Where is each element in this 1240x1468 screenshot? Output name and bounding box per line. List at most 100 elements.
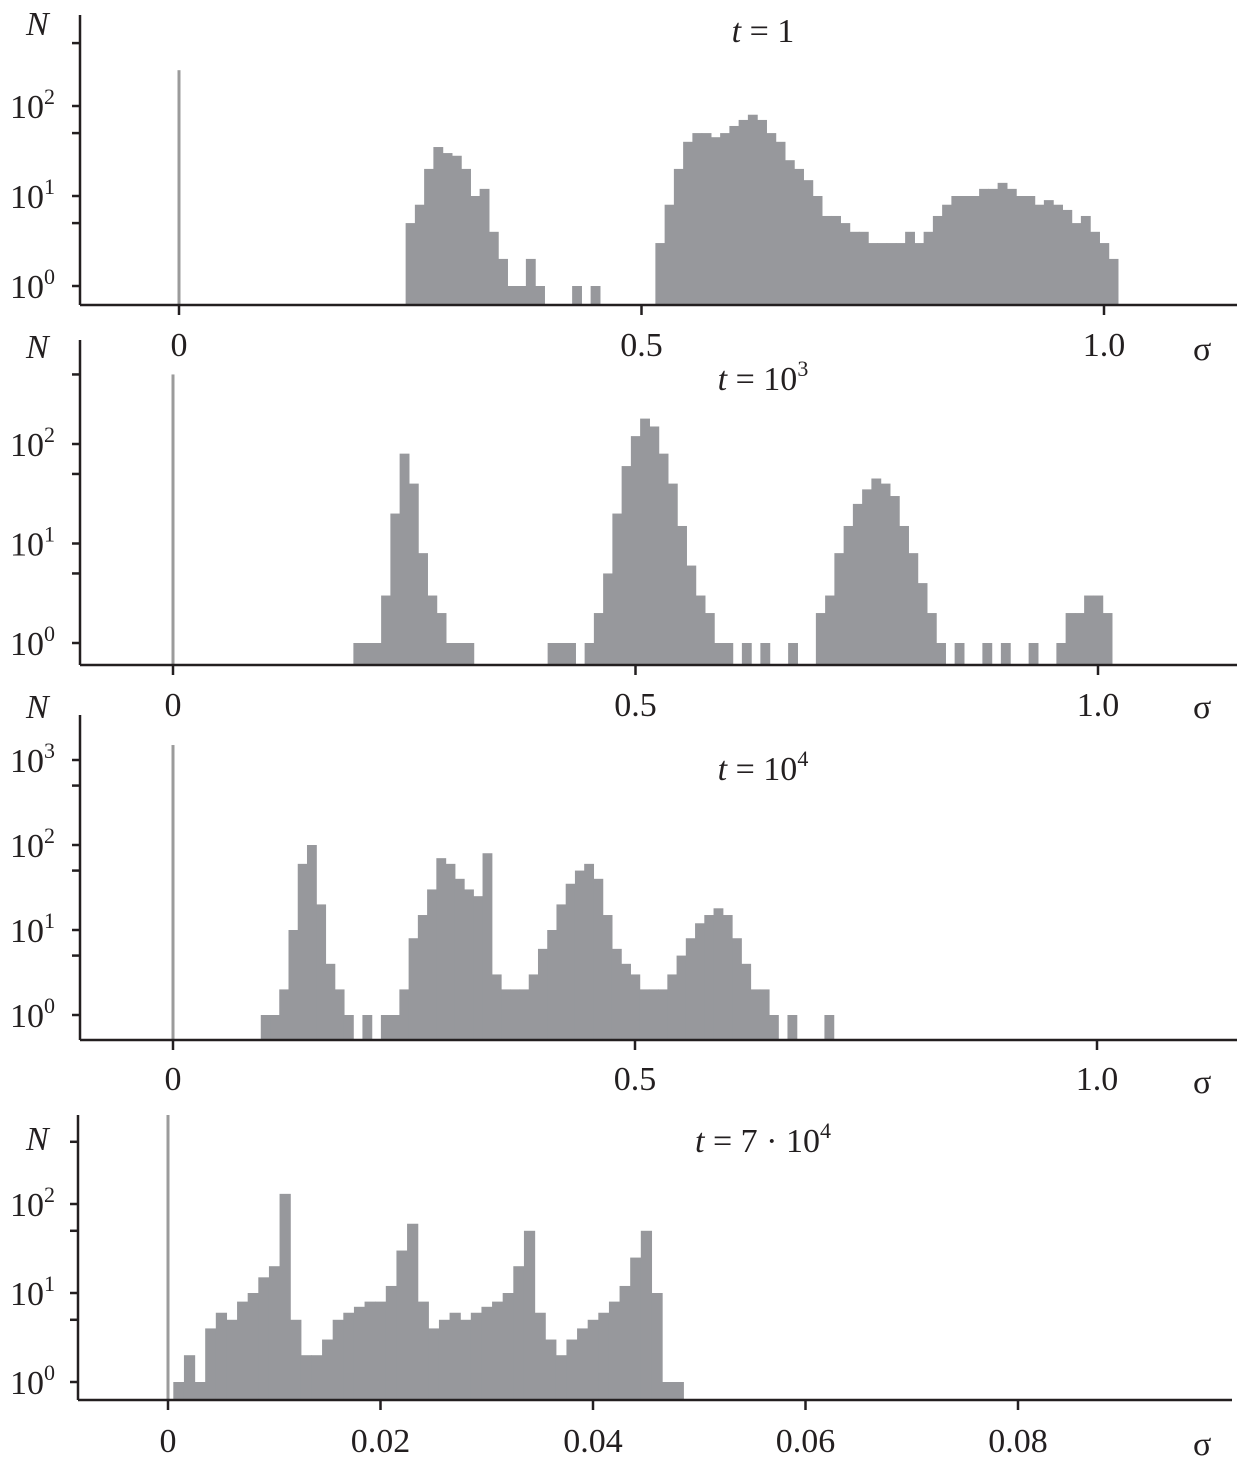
- text-part: t: [718, 751, 729, 788]
- histogram-bar: [741, 963, 752, 1040]
- histogram-bar: [722, 915, 733, 1040]
- histogram-bar: [905, 231, 915, 305]
- x-tick-label: 0.04: [563, 1423, 623, 1460]
- zero-spike-bar: [171, 745, 175, 1040]
- histogram-bar: [498, 258, 508, 305]
- histogram-bar: [784, 160, 795, 305]
- y-tick-label: 103: [10, 738, 55, 780]
- histogram-bar: [598, 1312, 610, 1400]
- histogram-bar: [862, 489, 872, 665]
- histogram-bar: [787, 1015, 798, 1040]
- text-part: 0.08: [988, 1423, 1048, 1460]
- histogram-bar: [566, 643, 576, 665]
- histogram-bar: [658, 989, 668, 1040]
- text-part: σ: [1193, 689, 1211, 726]
- histogram-bar: [932, 215, 943, 305]
- histogram-bar: [482, 853, 493, 1040]
- histogram-bar: [824, 1015, 835, 1040]
- histogram-bar: [343, 1312, 355, 1400]
- x-tick-label: 0.02: [351, 1423, 411, 1460]
- histogram-bar: [895, 243, 906, 305]
- histogram-bar: [572, 286, 582, 305]
- y-tick-label: 101: [10, 1271, 55, 1313]
- histogram-bar: [917, 583, 928, 665]
- histogram-bar: [619, 1285, 631, 1400]
- histogram-bar: [1108, 258, 1119, 305]
- y-tick-label: 102: [10, 823, 55, 865]
- panel-title: t = 7 · 104: [695, 1118, 831, 1160]
- y-tick-label: 100: [10, 264, 55, 306]
- text-part: 10: [10, 527, 44, 564]
- y-tick-label: 102: [10, 1182, 55, 1224]
- histogram-bar: [461, 168, 471, 305]
- histogram-bar: [672, 1382, 684, 1400]
- text-part: 1: [44, 174, 55, 199]
- histogram-bar: [247, 1293, 259, 1400]
- histogram-bar: [880, 483, 891, 665]
- histogram-bar: [649, 426, 660, 665]
- histogram-bar: [766, 133, 777, 305]
- histogram-bar: [673, 168, 684, 305]
- histogram-bar: [840, 223, 851, 305]
- histogram-bar: [491, 974, 502, 1040]
- histogram-bar: [510, 989, 521, 1040]
- histogram-bar: [545, 1339, 557, 1400]
- y-tick-label: 100: [10, 621, 55, 663]
- histogram-bar: [1034, 204, 1045, 305]
- histogram-bar: [747, 114, 758, 305]
- text-part: 1: [44, 1271, 55, 1296]
- histogram-bar: [279, 989, 290, 1040]
- histogram-bar: [630, 436, 641, 665]
- text-part: σ: [1193, 331, 1211, 368]
- panel-title: t = 103: [718, 356, 809, 398]
- histogram-bar: [849, 231, 860, 305]
- y-tick-label: 102: [10, 422, 55, 464]
- histogram-bar: [951, 196, 962, 305]
- histogram-bar: [815, 613, 826, 665]
- zero-spike-bar: [177, 70, 181, 306]
- text-part: 2: [44, 84, 55, 109]
- histogram-bar: [362, 1015, 373, 1040]
- panel-title: t = 104: [718, 746, 809, 788]
- text-part: 10: [10, 1187, 44, 1224]
- histogram-bar: [648, 989, 659, 1040]
- histogram-bar: [982, 643, 993, 665]
- histogram-bar: [183, 1355, 196, 1400]
- y-axis-label: N: [25, 689, 51, 726]
- histogram-bar: [288, 930, 299, 1040]
- y-tick-label: 101: [10, 522, 55, 564]
- histogram-bar: [741, 643, 752, 665]
- histogram-bar: [417, 1301, 429, 1400]
- text-part: 10: [10, 626, 44, 663]
- histogram-bar: [1099, 243, 1110, 305]
- panel-title: t = 1: [732, 13, 795, 50]
- histogram-bar: [405, 223, 416, 305]
- histogram-bar: [390, 513, 401, 665]
- histogram-bar: [414, 204, 425, 305]
- text-part: 0: [44, 993, 55, 1018]
- x-tick-label: 0.5: [614, 687, 657, 724]
- text-part: 10: [10, 743, 44, 780]
- histogram-bar: [914, 243, 925, 305]
- y-axis-label: N: [25, 6, 51, 43]
- histogram-bar: [942, 204, 952, 305]
- histogram-bar: [268, 1266, 281, 1400]
- histogram-bar: [923, 231, 934, 305]
- histogram-bar: [692, 133, 703, 305]
- text-part: 10: [10, 1365, 44, 1402]
- histogram-bar: [667, 483, 678, 665]
- histogram-bar: [258, 1277, 270, 1400]
- histogram-bar: [979, 188, 989, 305]
- histogram-bar: [960, 196, 971, 305]
- text-part: 0: [44, 1360, 55, 1385]
- histogram-bar: [584, 643, 595, 665]
- histogram-bar: [438, 1319, 451, 1400]
- bars: [173, 1193, 684, 1400]
- histogram-bar: [473, 896, 484, 1040]
- histogram-bar: [997, 182, 1008, 305]
- text-part: 0: [165, 687, 182, 724]
- histogram-bar: [408, 938, 419, 1040]
- text-part: N: [25, 689, 51, 726]
